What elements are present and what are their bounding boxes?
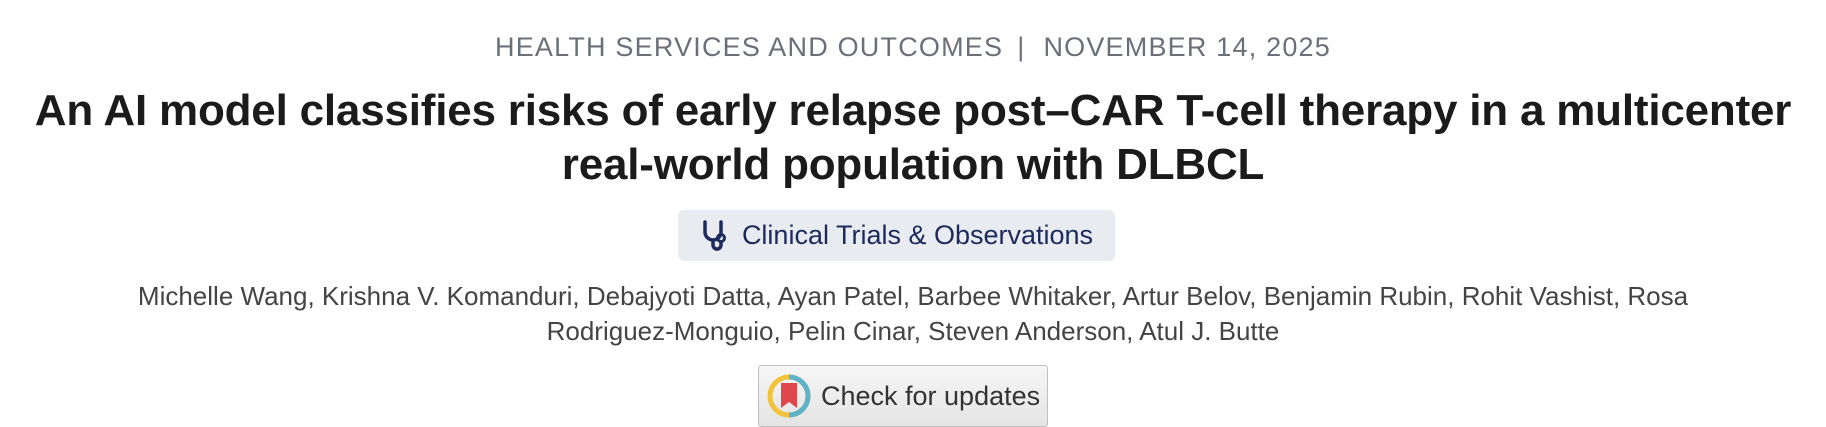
author-list: Michelle Wang, Krishna V. Komanduri, Deb… (137, 281, 1689, 346)
check-updates-button[interactable]: Check for updates (758, 365, 1048, 427)
publish-date: NOVEMBER 14, 2025 (1043, 32, 1331, 62)
article-title: An AI model classifies risks of early re… (34, 86, 1792, 189)
crossmark-icon (767, 374, 811, 418)
section-link[interactable]: HEALTH SERVICES AND OUTCOMES (495, 32, 1004, 62)
article-header: HEALTH SERVICES AND OUTCOMES | NOVEMBER 14… (0, 32, 1826, 63)
button-label: Check for updates (821, 380, 1041, 411)
separator: | (1017, 32, 1026, 62)
category-tag[interactable]: Clinical Trials & Observations (678, 210, 1115, 261)
stethoscope-icon (703, 219, 726, 251)
category-label: Clinical Trials & Observations (741, 220, 1094, 250)
